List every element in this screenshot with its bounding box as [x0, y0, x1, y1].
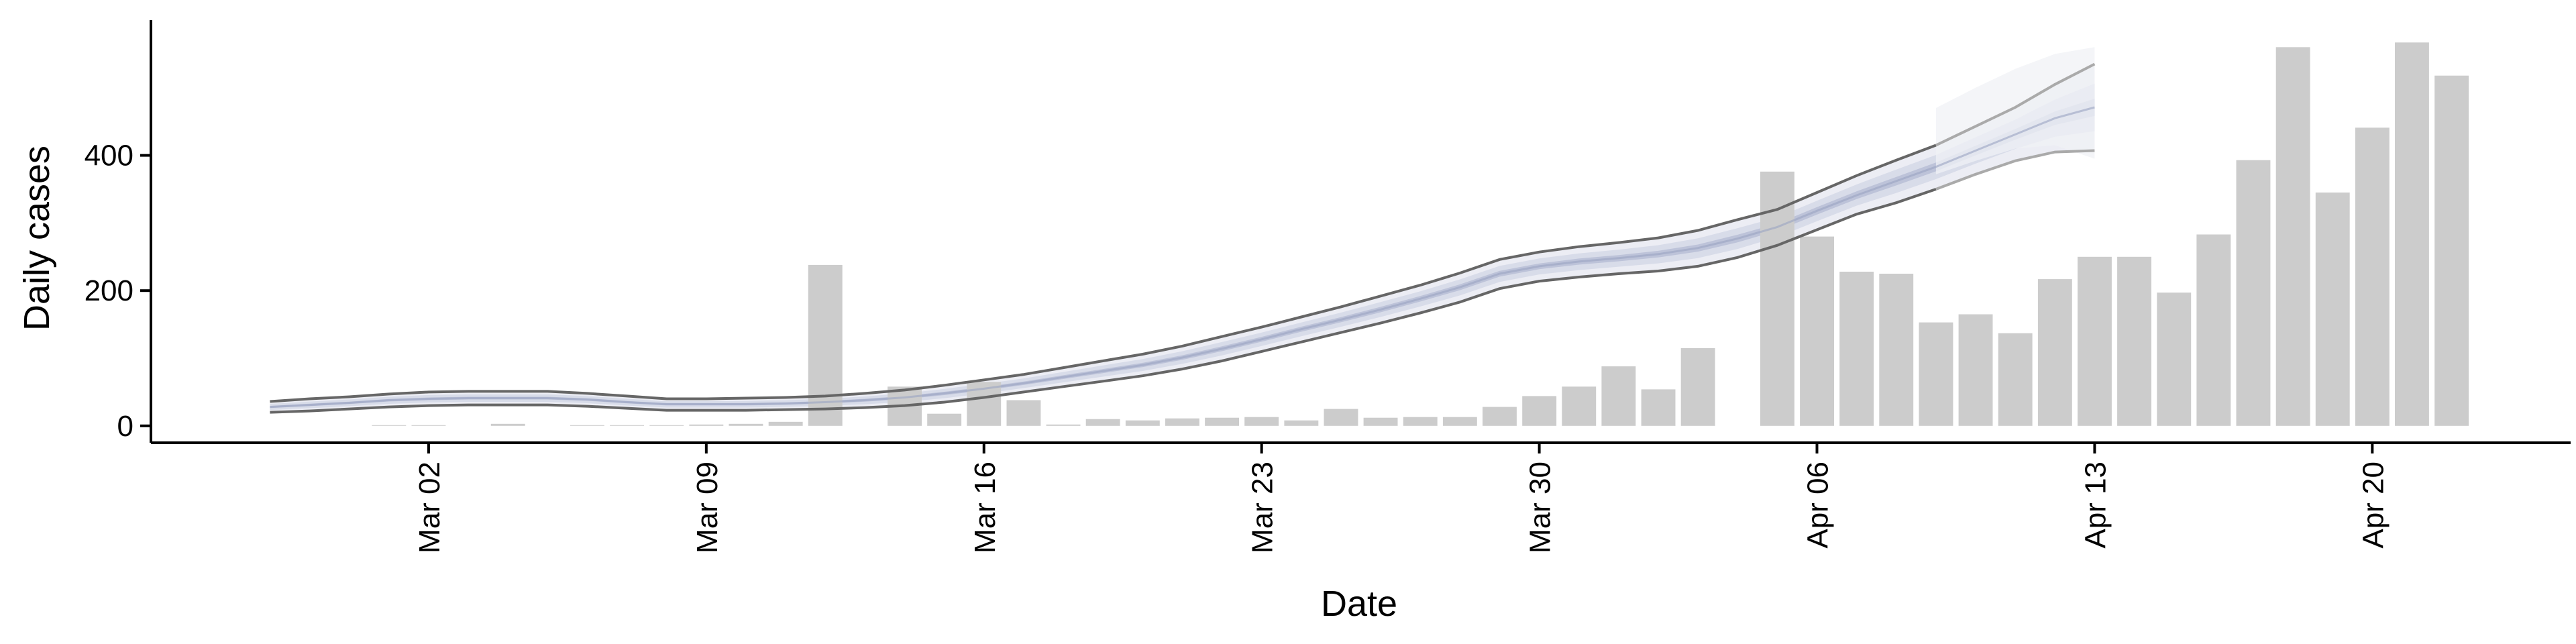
bar-2020-04-19 [2315, 193, 2350, 426]
tick-labels: 0 200 400 Mar 02 Mar 09 Mar 16 Mar 23 Mar 30 Apr… [85, 140, 2390, 553]
bar-2020-03-25 [1324, 409, 1358, 426]
bars-group [372, 42, 2469, 426]
y-tick-label-400: 400 [85, 140, 133, 172]
x-tick-label-2020-03-09: Mar 09 [691, 462, 724, 553]
bar-2020-04-22 [2434, 75, 2469, 426]
band-middle [270, 83, 2095, 410]
bar-2020-03-10 [729, 423, 763, 426]
bar-2020-03-24 [1284, 420, 1319, 426]
bar-2020-03-23 [1244, 417, 1279, 426]
bar-2020-03-07 [610, 425, 644, 426]
bar-2020-03-09 [689, 424, 724, 426]
bar-2020-04-10 [1958, 314, 1993, 426]
bar-2020-04-20 [2355, 127, 2390, 426]
forecast-lower-line [1935, 149, 2095, 191]
bar-2020-04-18 [2275, 47, 2310, 426]
bar-2020-04-01 [1601, 366, 1636, 426]
bar-2020-04-05 [1760, 171, 1794, 426]
bar-2020-03-02 [411, 425, 446, 426]
x-axis-title: Date [1321, 584, 1397, 624]
bar-2020-04-07 [1839, 272, 1874, 426]
bar-2020-03-01 [372, 425, 407, 426]
bar-2020-04-08 [1879, 274, 1914, 426]
bar-2020-03-20 [1125, 420, 1160, 426]
x-tick-label-2020-04-13: Apr 13 [2079, 462, 2112, 549]
bar-2020-04-03 [1680, 347, 1715, 426]
axes [140, 20, 2571, 453]
median-line [270, 106, 2095, 409]
bar-2020-03-08 [649, 425, 684, 426]
bar-2020-03-28 [1442, 417, 1477, 426]
bar-2020-03-29 [1483, 407, 1517, 426]
bar-2020-03-26 [1363, 417, 1398, 426]
bar-2020-03-15 [927, 413, 962, 426]
bar-2020-03-31 [1562, 386, 1597, 426]
band-upper-line [270, 144, 1937, 403]
bar-2020-04-09 [1919, 322, 1953, 426]
forecast-upper-line [1935, 62, 2096, 147]
bar-2020-03-21 [1165, 418, 1199, 426]
bar-2020-04-06 [1800, 236, 1834, 426]
y-axis-title: Daily cases [17, 146, 57, 331]
bar-2020-04-21 [2395, 42, 2429, 426]
bar-2020-04-02 [1641, 389, 1676, 426]
y-tick-label-0: 0 [117, 410, 133, 443]
bar-2020-04-11 [1998, 333, 2033, 426]
bar-2020-03-27 [1403, 417, 1438, 426]
estimate-bands [270, 47, 2095, 413]
bar-2020-04-16 [2196, 234, 2231, 426]
bar-2020-03-12 [808, 264, 843, 426]
bar-2020-04-13 [2078, 256, 2112, 426]
bar-2020-04-17 [2236, 160, 2271, 426]
x-tick-label-2020-03-23: Mar 23 [1246, 462, 1279, 553]
x-tick-label-2020-04-06: Apr 06 [1802, 462, 1835, 549]
y-tick-label-200: 200 [85, 274, 133, 307]
bar-2020-04-12 [2037, 279, 2072, 426]
bar-2020-03-30 [1522, 396, 1557, 426]
bar-2020-04-15 [2157, 292, 2192, 426]
estimate-lines [270, 62, 2096, 414]
bar-2020-04-14 [2117, 256, 2151, 426]
x-tick-label-2020-03-16: Mar 16 [969, 462, 1002, 553]
bar-2020-03-18 [1046, 424, 1081, 426]
bar-2020-03-06 [570, 425, 604, 426]
bar-2020-03-19 [1085, 419, 1120, 426]
bar-2020-03-22 [1205, 417, 1239, 426]
bar-2020-03-17 [1006, 400, 1041, 426]
x-tick-label-2020-03-02: Mar 02 [413, 462, 446, 553]
x-tick-label-2020-03-30: Mar 30 [1524, 462, 1557, 553]
bar-2020-03-11 [768, 421, 803, 426]
forecast-band [1935, 47, 2095, 174]
x-tick-label-2020-04-20: Apr 20 [2357, 462, 2390, 549]
bar-2020-03-04 [490, 423, 525, 426]
band-lower-line [270, 188, 1937, 414]
